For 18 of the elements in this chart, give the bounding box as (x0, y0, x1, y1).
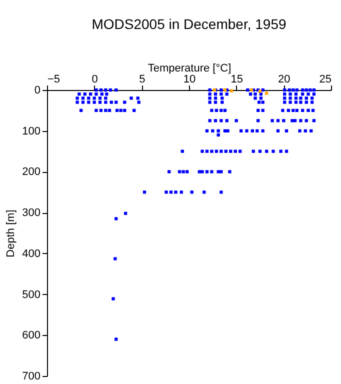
x-tick-label: 15 (230, 74, 243, 86)
x-tick-label: 0 (92, 74, 98, 86)
y-tick-label: 400 (22, 248, 40, 260)
y-tick-label: 200 (22, 166, 40, 178)
y-tick-label: 300 (22, 207, 40, 220)
y-axis-title: Depth [m] (5, 210, 18, 258)
x-axis-title: Temperature [°C] (148, 62, 232, 74)
y-tick-label: 100 (22, 125, 40, 138)
y-tick-label: 600 (22, 330, 40, 342)
y-tick-label: 0 (34, 84, 40, 96)
x-tick-label: 25 (319, 74, 332, 86)
x-tick-label: −5 (48, 74, 60, 86)
y-tick-label: 700 (22, 370, 40, 382)
x-tick-label: 20 (278, 74, 290, 86)
x-tick-label: 5 (139, 74, 146, 86)
x-tick-label: 10 (183, 74, 196, 86)
chart-title: MODS2005 in December, 1959 (92, 16, 286, 32)
y-tick-label: 500 (22, 288, 40, 301)
